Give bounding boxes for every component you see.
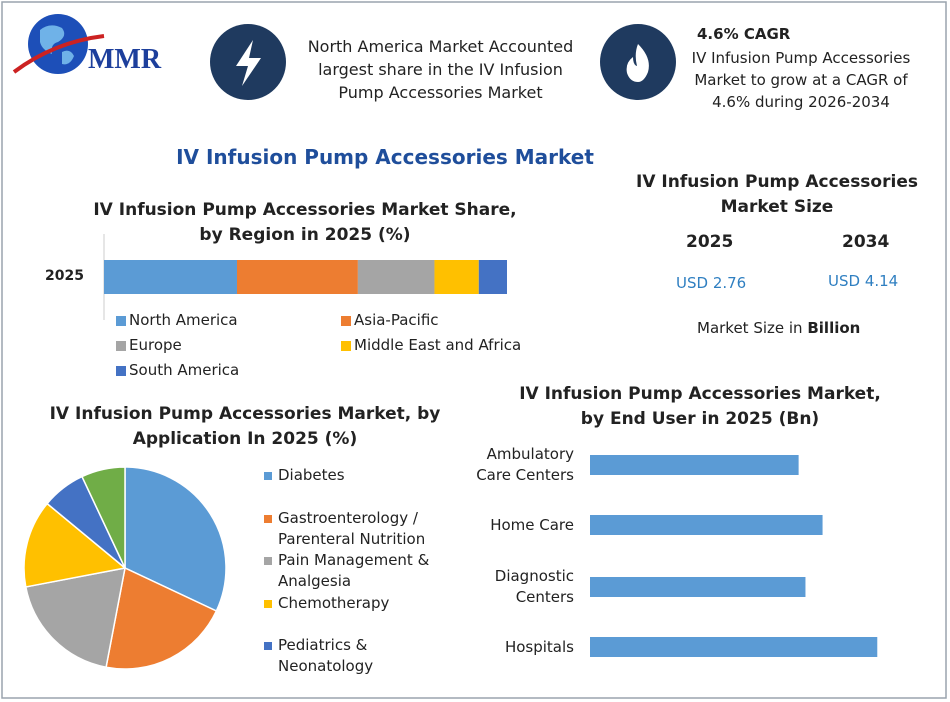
legend-label: Middle East and Africa — [354, 336, 522, 354]
bar-segment — [236, 260, 358, 294]
icon-flame — [600, 24, 676, 100]
market-note: Market Size in Billion — [697, 318, 860, 340]
logo-globe — [12, 14, 105, 74]
pie-slice — [80, 466, 126, 569]
category-label: Ambulatory Care Centers — [476, 445, 574, 484]
market-value: USD 2.76 — [676, 274, 747, 292]
pie-slice — [24, 567, 126, 669]
legend-label: Chemotherapy — [278, 594, 390, 612]
pie-slice — [124, 466, 227, 613]
chart-title: IV Infusion Pump Accessories Market Shar… — [93, 200, 517, 245]
legend-swatch — [116, 366, 126, 376]
legend-swatch — [341, 316, 351, 326]
legend-swatch — [116, 316, 126, 326]
note-text: Market Size in — [697, 319, 803, 337]
bar — [590, 455, 799, 475]
pie-slice — [23, 502, 127, 588]
legend-label: Diabetes — [278, 466, 345, 484]
chart-title: IV Infusion Pump Accessories Market, by … — [49, 404, 441, 449]
bar — [590, 577, 806, 597]
year-label: 2025 — [686, 232, 734, 252]
cagr-text: IV Infusion Pump Accessories Market to g… — [691, 49, 911, 111]
bar-segment — [357, 260, 435, 294]
market-size-title: IV Infusion Pump Accessories Market Size — [636, 172, 918, 217]
note-unit: Billion — [807, 319, 861, 337]
bar — [590, 515, 823, 535]
legend-swatch — [264, 515, 272, 523]
chart-title: IV Infusion Pump Accessories Market, by … — [519, 384, 881, 429]
legend-label: Asia-Pacific — [354, 311, 439, 329]
bar — [590, 637, 878, 657]
main-title: IV Infusion Pump Accessories Market — [176, 145, 594, 169]
legend-label: Europe — [129, 336, 182, 354]
market-value: USD 4.14 — [828, 272, 899, 290]
legend-label: South America — [129, 361, 240, 379]
legend-swatch — [264, 472, 272, 480]
legend-swatch — [116, 341, 126, 351]
cagr-title: 4.6% CAGR — [697, 25, 791, 43]
pie-slice — [105, 566, 218, 670]
legend-label: Pediatrics & Neonatology — [278, 636, 374, 675]
legend-swatch — [264, 600, 272, 608]
category-label: Hospitals — [504, 637, 574, 656]
legend-swatch — [341, 341, 351, 351]
bar-segment — [478, 260, 507, 294]
category-label: Diagnostic Centers — [494, 567, 574, 606]
bar-segment — [104, 260, 237, 294]
bar-segment — [434, 260, 479, 294]
legend-swatch — [264, 557, 272, 565]
legend-label: Gastroenterology / Parenteral Nutrition — [278, 509, 426, 548]
legend-swatch — [264, 642, 272, 650]
info-text: North America Market Accounted largest s… — [307, 37, 574, 103]
category-label: 2025 — [45, 268, 84, 284]
logo-text: MMR — [88, 44, 162, 75]
legend-label: North America — [129, 311, 238, 329]
year-label: 2034 — [842, 232, 890, 252]
icon-bolt — [210, 24, 286, 100]
legend-label: Pain Management & Analgesia — [278, 551, 430, 590]
category-label: Home Care — [490, 515, 574, 534]
